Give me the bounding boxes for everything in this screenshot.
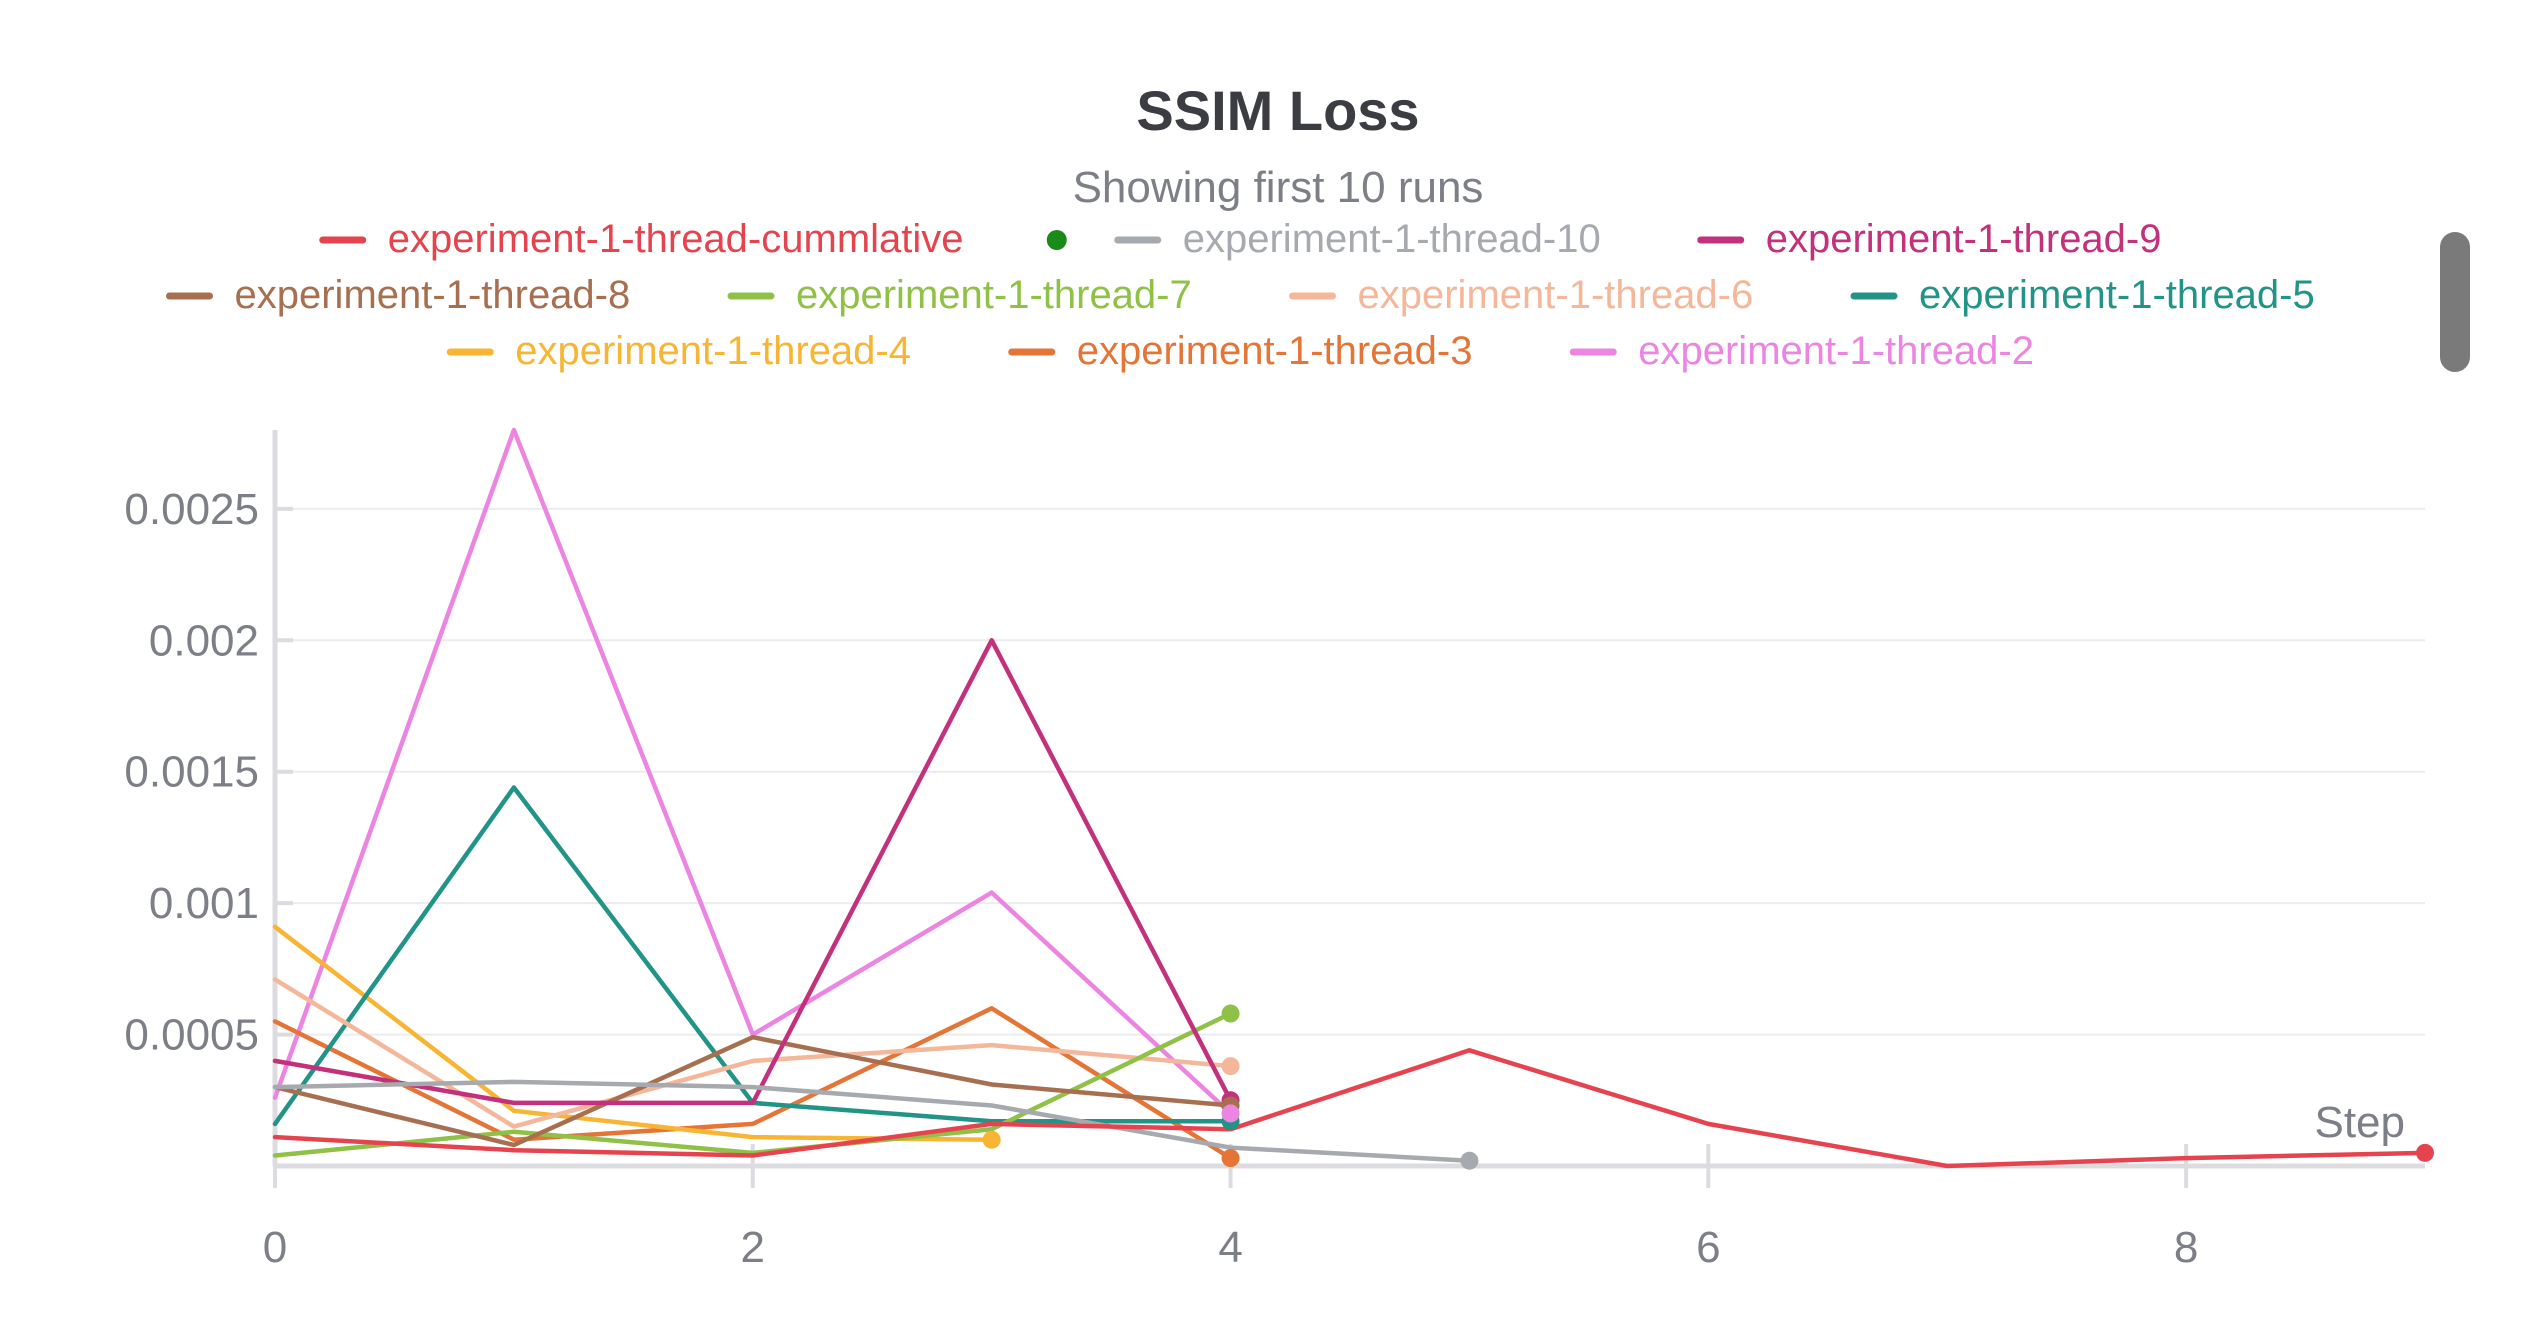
y-tick-label: 0.0025 bbox=[124, 485, 259, 534]
status-dot bbox=[1046, 230, 1067, 250]
legend-item[interactable]: experiment-1-thread-7 bbox=[727, 273, 1192, 317]
y-tick-label: 0.001 bbox=[149, 879, 259, 928]
legend-label: experiment-1-thread-6 bbox=[1358, 273, 1754, 317]
y-tick-label: 0.0015 bbox=[124, 748, 259, 797]
series-end-point[interactable] bbox=[1221, 1149, 1240, 1168]
series-end-point[interactable] bbox=[1460, 1151, 1479, 1170]
chart-subtitle: Showing first 10 runs bbox=[1073, 163, 1484, 212]
series-line[interactable] bbox=[272, 638, 1233, 1106]
series-end-point[interactable] bbox=[1221, 1057, 1240, 1076]
legend-label: experiment-1-thread-4 bbox=[515, 329, 911, 373]
legend-item[interactable]: experiment-1-thread-cummlative bbox=[319, 217, 1067, 261]
x-axis-title: Step bbox=[2314, 1098, 2405, 1147]
legend-item[interactable]: experiment-1-thread-10 bbox=[1114, 217, 1601, 261]
legend-item[interactable]: experiment-1-thread-3 bbox=[1008, 329, 1473, 373]
legend-item[interactable]: experiment-1-thread-2 bbox=[1569, 329, 2034, 373]
y-tick-label: 0.0005 bbox=[124, 1011, 259, 1060]
legend-label: experiment-1-thread-3 bbox=[1077, 329, 1473, 373]
legend-label: experiment-1-thread-9 bbox=[1766, 217, 2162, 261]
y-tick-label: 0.002 bbox=[149, 616, 259, 665]
series-end-point[interactable] bbox=[1221, 1004, 1240, 1023]
series-line[interactable] bbox=[272, 977, 1233, 1129]
series-end-point[interactable] bbox=[1221, 1104, 1240, 1123]
x-tick-label: 4 bbox=[1218, 1223, 1242, 1272]
x-tick-label: 2 bbox=[741, 1223, 765, 1272]
chart-legend: experiment-1-thread-cummlative experiment… bbox=[166, 217, 2315, 373]
legend-item[interactable]: experiment-1-thread-9 bbox=[1697, 217, 2162, 261]
legend-item[interactable]: experiment-1-thread-5 bbox=[1850, 273, 2315, 317]
legend-label: experiment-1-thread-cummlative bbox=[388, 217, 964, 261]
series-end-point[interactable] bbox=[2416, 1143, 2434, 1162]
series-line[interactable] bbox=[272, 1079, 1472, 1163]
legend-label: experiment-1-thread-5 bbox=[1919, 273, 2315, 317]
legend-label: experiment-1-thread-2 bbox=[1638, 329, 2034, 373]
series-line[interactable] bbox=[272, 785, 1233, 1127]
chart-title: SSIM Loss bbox=[1136, 79, 1419, 142]
x-tick-label: 6 bbox=[1696, 1223, 1720, 1272]
x-tick-label: 0 bbox=[263, 1223, 287, 1272]
series-line[interactable] bbox=[272, 1006, 1233, 1161]
legend-label: experiment-1-thread-10 bbox=[1183, 217, 1601, 261]
legend-label: experiment-1-thread-7 bbox=[796, 273, 1192, 317]
series-line[interactable] bbox=[272, 427, 1233, 1116]
series-line[interactable] bbox=[272, 1048, 2428, 1169]
chart-grid bbox=[275, 507, 2425, 1036]
series-line[interactable] bbox=[272, 1034, 1233, 1148]
chart-series bbox=[272, 427, 2434, 1170]
legend-item[interactable]: experiment-1-thread-8 bbox=[166, 273, 631, 317]
chart-axes: 0.0005 0.001 0.0015 0.002 0.0025 0 2 4 6 8 bbox=[124, 430, 2425, 1272]
legend-label: experiment-1-thread-8 bbox=[235, 273, 631, 317]
series-end-point[interactable] bbox=[982, 1130, 1001, 1149]
legend-scrollbar[interactable] bbox=[2440, 232, 2470, 372]
legend-item[interactable]: experiment-1-thread-6 bbox=[1289, 273, 1754, 317]
legend-item[interactable]: experiment-1-thread-4 bbox=[446, 329, 911, 373]
x-tick-label: 8 bbox=[2174, 1223, 2198, 1272]
